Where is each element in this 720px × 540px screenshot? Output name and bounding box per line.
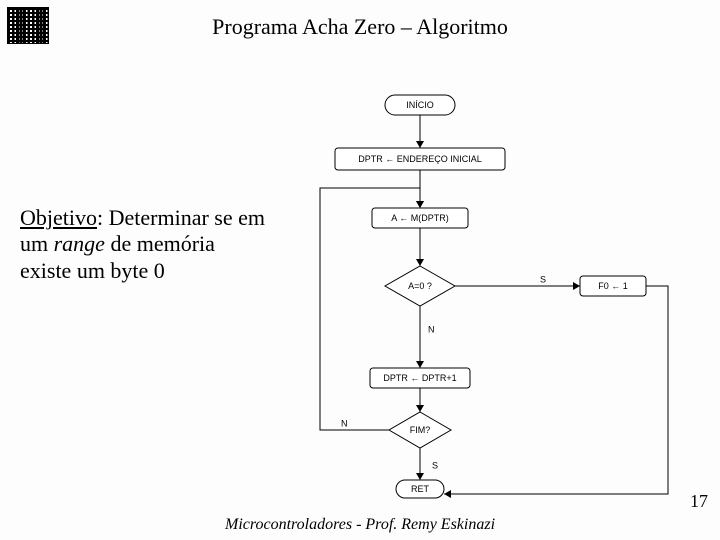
svg-text:A ← M(DPTR): A ← M(DPTR) bbox=[391, 213, 449, 223]
svg-text:N: N bbox=[428, 324, 435, 334]
svg-text:N: N bbox=[341, 418, 348, 428]
svg-text:DPTR ← ENDEREÇO INICIAL: DPTR ← ENDEREÇO INICIAL bbox=[358, 154, 482, 164]
svg-text:A=0 ?: A=0 ? bbox=[408, 281, 432, 291]
svg-text:S: S bbox=[432, 460, 438, 470]
svg-text:S: S bbox=[540, 274, 546, 284]
svg-text:F0 ← 1: F0 ← 1 bbox=[598, 281, 628, 291]
svg-text:RET: RET bbox=[411, 484, 430, 494]
svg-text:INÍCIO: INÍCIO bbox=[406, 100, 434, 110]
page-number: 17 bbox=[690, 491, 708, 512]
svg-text:FIM?: FIM? bbox=[410, 425, 431, 435]
flowchart: INÍCIO DPTR ← ENDEREÇO INICIAL A ← M(DPTR)… bbox=[0, 0, 720, 540]
footer-text: Microcontroladores - Prof. Remy Eskinazi bbox=[0, 516, 720, 534]
svg-text:DPTR ← DPTR+1: DPTR ← DPTR+1 bbox=[383, 373, 456, 383]
